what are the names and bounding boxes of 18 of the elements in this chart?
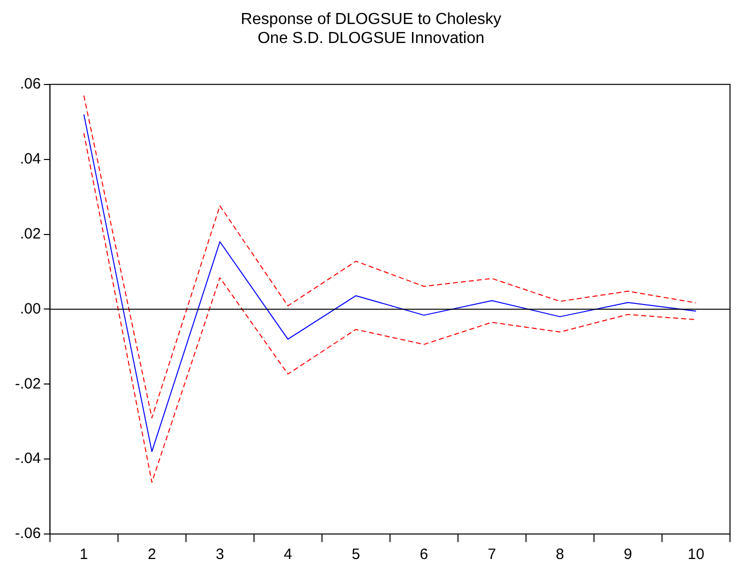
x-tick-label: 3 (216, 546, 224, 564)
y-tick-label: -.06 (14, 525, 41, 542)
x-tick-label: 10 (688, 546, 704, 564)
y-tick-label: .06 (20, 76, 41, 93)
y-tick-label: -.02 (14, 375, 41, 392)
x-tick-label: 5 (352, 546, 360, 564)
x-tick-label: 1 (80, 546, 88, 564)
x-tick-label: 8 (556, 546, 564, 564)
y-tick-label: .02 (20, 225, 41, 242)
x-tick-label: 2 (148, 546, 156, 564)
x-tick-label: 6 (420, 546, 428, 564)
chart-title: Response of DLOGSUE to Cholesky One S.D. DLOGSUE Innovation (240, 11, 502, 48)
x-tick-label: 7 (488, 546, 496, 564)
x-tick-label: 4 (284, 546, 292, 564)
y-tick-label: -.04 (14, 450, 41, 468)
y-tick-label: .00 (20, 300, 41, 318)
y-tick-label: .04 (20, 150, 41, 168)
x-tick-label: 9 (624, 546, 632, 564)
